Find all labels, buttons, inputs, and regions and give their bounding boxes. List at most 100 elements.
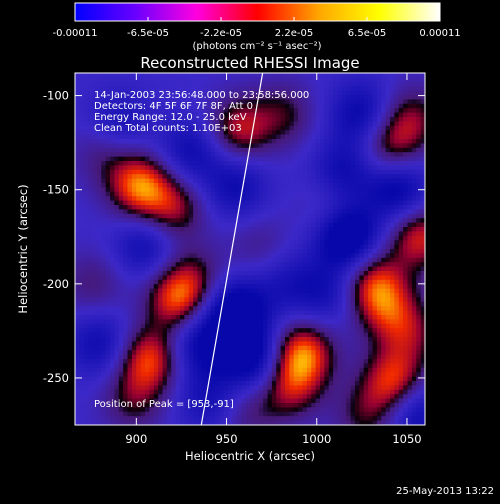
heatmap-cell xyxy=(320,223,325,228)
heatmap-cell xyxy=(189,77,194,82)
heatmap-cell xyxy=(285,267,290,272)
heatmap-cell xyxy=(167,214,172,219)
heatmap-cell xyxy=(281,73,286,78)
heatmap-cell xyxy=(149,280,154,285)
heatmap-cell xyxy=(276,236,281,241)
heatmap-cell xyxy=(97,73,102,78)
heatmap-cell xyxy=(237,152,242,157)
heatmap-cell xyxy=(281,262,286,267)
heatmap-cell xyxy=(276,319,281,324)
heatmap-cell xyxy=(416,104,421,109)
heatmap-cell xyxy=(254,315,259,320)
heatmap-cell xyxy=(167,275,172,280)
heatmap-cell xyxy=(84,267,89,272)
heatmap-cell xyxy=(202,262,207,267)
heatmap-cell xyxy=(307,135,312,140)
heatmap-cell xyxy=(307,126,312,131)
heatmap-cell xyxy=(114,253,119,258)
heatmap-cell xyxy=(250,253,255,258)
heatmap-cell xyxy=(408,324,413,329)
heatmap-cell xyxy=(154,262,159,267)
heatmap-cell xyxy=(399,91,404,96)
heatmap-cell xyxy=(329,108,334,113)
heatmap-cell xyxy=(386,280,391,285)
heatmap-cell xyxy=(163,293,168,298)
heatmap-cell xyxy=(180,333,185,338)
heatmap-cell xyxy=(394,297,399,302)
heatmap-cell xyxy=(268,311,273,316)
heatmap-cell xyxy=(373,249,378,254)
heatmap-cell xyxy=(101,143,106,148)
heatmap-cell xyxy=(202,205,207,210)
heatmap-cell xyxy=(88,271,93,276)
heatmap-cell xyxy=(338,86,343,91)
heatmap-cell xyxy=(281,267,286,272)
heatmap-cell xyxy=(154,236,159,241)
heatmap-cell xyxy=(351,341,356,346)
heatmap-cell xyxy=(359,183,364,188)
heatmap-cell xyxy=(128,170,133,175)
heatmap-cell xyxy=(110,293,115,298)
heatmap-cell xyxy=(75,104,80,109)
heatmap-cell xyxy=(114,161,119,166)
heatmap-cell xyxy=(189,223,194,228)
heatmap-cell xyxy=(285,297,290,302)
heatmap-cell xyxy=(303,196,308,201)
heatmap-cell xyxy=(75,231,80,236)
heatmap-cell xyxy=(171,297,176,302)
heatmap-cell xyxy=(189,73,194,78)
heatmap-cell xyxy=(106,214,111,219)
heatmap-cell xyxy=(167,337,172,342)
heatmap-cell xyxy=(285,174,290,179)
heatmap-cell xyxy=(97,280,102,285)
heatmap-cell xyxy=(408,328,413,333)
heatmap-cell xyxy=(136,214,141,219)
heatmap-cell xyxy=(298,77,303,82)
heatmap-cell xyxy=(128,152,133,157)
heatmap-cell xyxy=(123,333,128,338)
heatmap-cell xyxy=(141,165,146,170)
heatmap-cell xyxy=(141,319,146,324)
heatmap-cell xyxy=(171,187,176,192)
heatmap-cell xyxy=(342,306,347,311)
heatmap-cell xyxy=(123,302,128,307)
heatmap-cell xyxy=(136,271,141,276)
heatmap-cell xyxy=(110,271,115,276)
heatmap-cell xyxy=(338,231,343,236)
heatmap-cell xyxy=(241,214,246,219)
heatmap-cell xyxy=(320,214,325,219)
heatmap-cell xyxy=(211,179,216,184)
heatmap-cell xyxy=(211,201,216,206)
heatmap-cell xyxy=(272,302,277,307)
heatmap-cell xyxy=(403,328,408,333)
heatmap-cell xyxy=(281,284,286,289)
heatmap-cell xyxy=(254,271,259,276)
heatmap-cell xyxy=(88,311,93,316)
heatmap-cell xyxy=(373,337,378,342)
heatmap-cell xyxy=(390,95,395,100)
heatmap-cell xyxy=(294,324,299,329)
heatmap-cell xyxy=(241,223,246,228)
heatmap-cell xyxy=(176,311,181,316)
heatmap-cell xyxy=(351,249,356,254)
heatmap-cell xyxy=(237,341,242,346)
heatmap-cell xyxy=(381,258,386,263)
heatmap-cell xyxy=(180,337,185,342)
heatmap-cell xyxy=(412,289,417,294)
heatmap-cell xyxy=(224,152,229,157)
heatmap-cell xyxy=(311,333,316,338)
heatmap-cell xyxy=(75,143,80,148)
heatmap-cell xyxy=(176,284,181,289)
heatmap-cell xyxy=(250,152,255,157)
heatmap-cell xyxy=(364,201,369,206)
heatmap-cell xyxy=(154,152,159,157)
heatmap-cell xyxy=(346,271,351,276)
heatmap-cell xyxy=(333,196,338,201)
heatmap-cell xyxy=(219,82,224,87)
heatmap-cell xyxy=(338,218,343,223)
heatmap-cell xyxy=(106,201,111,206)
heatmap-cell xyxy=(128,143,133,148)
heatmap-cell xyxy=(119,139,124,144)
heatmap-cell xyxy=(189,187,194,192)
heatmap-cell xyxy=(285,227,290,232)
